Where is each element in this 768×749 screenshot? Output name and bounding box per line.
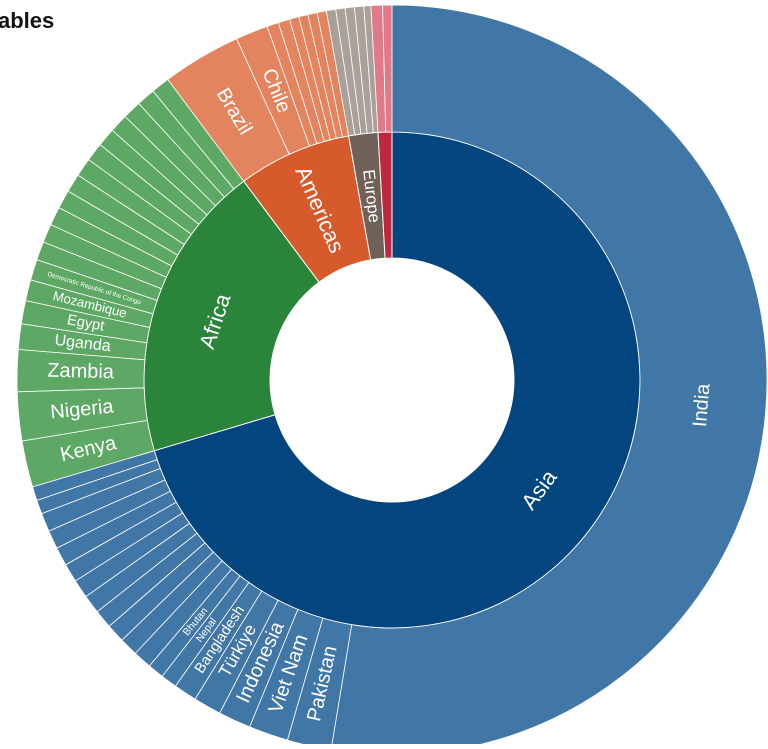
outer-segment (382, 4, 393, 133)
outer-segment (330, 4, 768, 749)
chart-title: ables (0, 8, 54, 33)
segment-label: India (689, 382, 715, 428)
segment-label: Egypt (66, 312, 106, 335)
segment-label: Zambia (47, 360, 115, 384)
